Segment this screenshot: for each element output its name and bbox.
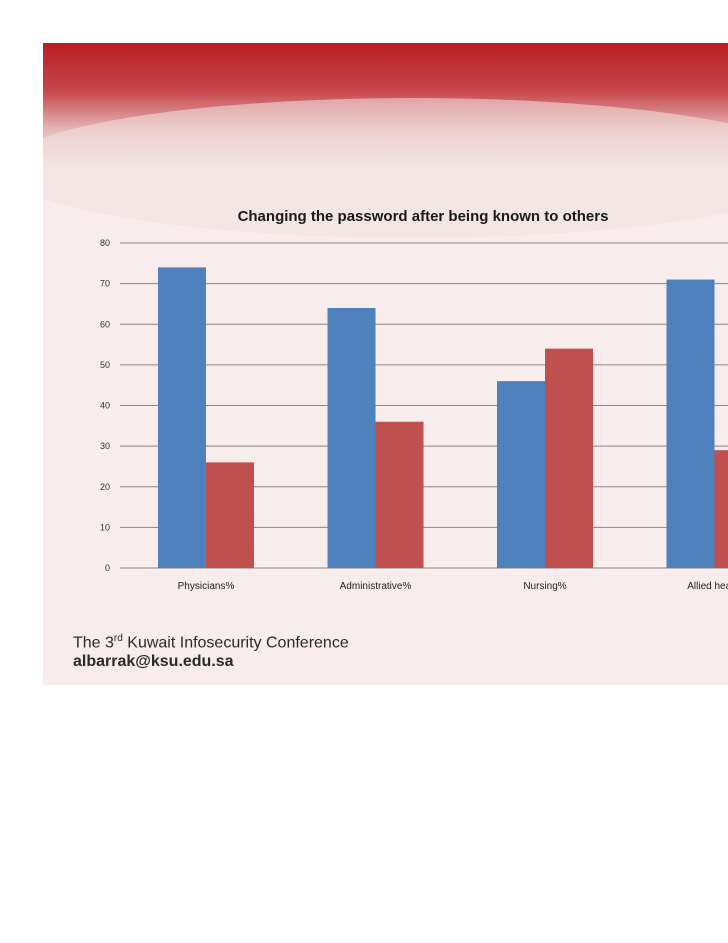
- y-tick-label: 70: [100, 279, 110, 289]
- y-tick-label: 80: [100, 238, 110, 248]
- banner-swoosh: [43, 98, 728, 238]
- x-axis-labels: Physicians% Administrative% Nursing% Allied…: [178, 581, 728, 592]
- bar-series2-0: [206, 462, 254, 568]
- bar-series2-2: [545, 348, 593, 568]
- y-tick-label: 60: [100, 319, 110, 329]
- bar-series1-2: [497, 381, 545, 568]
- bar-series2-3: [714, 450, 728, 568]
- bar-series1-1: [327, 308, 376, 568]
- slide: Changing the password after being known …: [43, 43, 728, 685]
- y-tick-label: 40: [100, 401, 110, 411]
- conference-suffix: Kuwait Infosecurity Conference: [122, 634, 349, 652]
- y-axis-labels: 0 10 20 30 40 50 60 70 80: [100, 238, 110, 573]
- header-banner: [43, 43, 728, 238]
- y-gridlines: [120, 242, 728, 569]
- bars: [158, 267, 728, 568]
- y-tick-label: 10: [100, 522, 110, 532]
- x-category-label: Administrative%: [340, 581, 412, 592]
- y-tick-label: 30: [100, 441, 110, 451]
- bar-series1-3: [666, 279, 715, 568]
- conference-prefix: The 3: [73, 634, 114, 652]
- x-category-label: Allied health: [687, 581, 728, 592]
- x-category-label: Physicians%: [178, 581, 235, 592]
- conference-ordinal: rd: [113, 633, 123, 644]
- chart-title: Changing the password after being known …: [238, 208, 609, 225]
- y-tick-label: 0: [105, 563, 110, 573]
- conference-name: The 3rd Kuwait Infosecurity Conference: [73, 633, 349, 652]
- bar-chart: Changing the password after being known …: [100, 208, 728, 592]
- contact-email: albarrak@ksu.edu.sa: [73, 653, 234, 670]
- y-tick-label: 20: [100, 482, 110, 492]
- bar-series1-0: [158, 267, 206, 568]
- y-tick-label: 50: [100, 360, 110, 370]
- x-category-label: Nursing%: [523, 581, 566, 592]
- bar-series2-1: [375, 421, 424, 568]
